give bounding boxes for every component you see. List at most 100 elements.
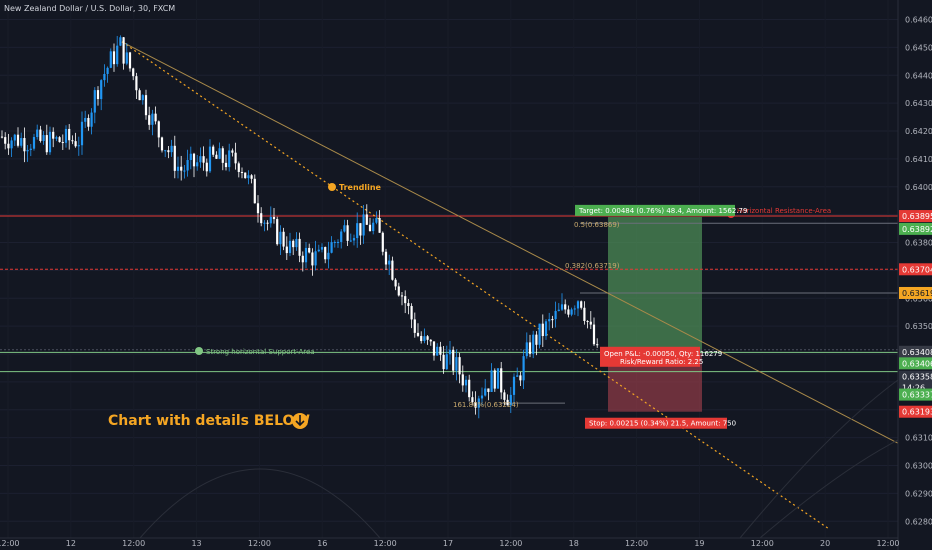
candle-body (525, 342, 528, 357)
candle-body (10, 140, 13, 149)
x-tick-label: 16 (317, 539, 327, 548)
candle-body (80, 121, 84, 146)
candle-body (148, 115, 151, 125)
annotations: Trendline Strong horizontal Support-Area H… (108, 183, 831, 429)
candle-body (0, 136, 4, 138)
candle-body (16, 134, 20, 146)
candle-body (487, 388, 490, 392)
candle-body (269, 216, 272, 224)
candle-body (215, 154, 218, 159)
price-badge: 0.63704 (899, 263, 932, 276)
candle-body (484, 388, 487, 396)
candle-body (404, 296, 407, 304)
candle-body (493, 370, 496, 389)
candle-body (548, 319, 551, 322)
price-badge: 0.63406 (899, 357, 932, 370)
candle-body (55, 137, 58, 139)
price-badge: 0.63337 (899, 388, 932, 401)
candle-body (247, 175, 250, 179)
candle-body (349, 240, 352, 242)
candle-body (135, 76, 138, 91)
candle-body (119, 37, 122, 46)
candle-body (365, 214, 368, 225)
price-badge-bg (899, 210, 932, 223)
support-label: Strong horizontal Support-Area (206, 348, 315, 356)
candle-body (397, 286, 400, 296)
price-badge: 0.63895 (899, 210, 932, 223)
candle-body (314, 251, 317, 266)
candle-body (250, 175, 253, 179)
candle-body (125, 52, 128, 64)
candle-body (570, 309, 573, 315)
candle-body (532, 334, 535, 354)
candle-body (480, 395, 484, 399)
price-badge-label: 0.63337 (902, 391, 932, 400)
candle-body (196, 162, 199, 167)
candle-body (516, 375, 519, 377)
candle-body (535, 334, 538, 345)
candle-body (420, 335, 423, 342)
support-marker (195, 347, 203, 355)
candle-body (583, 307, 586, 321)
candle-body (464, 379, 468, 386)
candle-body (48, 131, 52, 153)
candle-body (260, 213, 263, 224)
candle-body (58, 137, 61, 143)
candle-body (244, 172, 247, 179)
candle-body (509, 394, 512, 406)
price-badge-label: 0.63193 (902, 408, 932, 417)
candle-body (304, 247, 308, 263)
price-badge: 0.63619 (899, 286, 932, 299)
candle-body (192, 153, 196, 167)
candle-body (122, 37, 125, 64)
stop-label-box: Stop: 0.00215 (0.34%) 21.5, Amount: 750 (585, 417, 736, 429)
candle-body (23, 138, 26, 152)
chart-title: New Zealand Dollar / U.S. Dollar, 30, FX… (4, 4, 176, 13)
details-text: Chart with details BELOW (108, 413, 310, 429)
candle-body (154, 113, 157, 122)
candle-body (279, 231, 282, 245)
price-badge: 0.63892 (899, 222, 932, 235)
candle-body (522, 356, 525, 381)
trendline-marker (328, 183, 336, 191)
candle-body (151, 113, 154, 125)
candle-body (356, 223, 359, 239)
candle-body (292, 240, 295, 248)
fib-label: 0.5(0.63869) (574, 221, 620, 229)
candle-body (416, 332, 420, 336)
price-badge-bg (899, 222, 932, 235)
grid (0, 19, 898, 522)
candle-body (432, 341, 436, 356)
open-label-line2: Risk/Reward Ratio: 2.25 (620, 358, 703, 366)
candle-body (554, 310, 557, 320)
candle-body (68, 128, 71, 141)
price-badge-label: 14:26 (902, 384, 925, 393)
candle-body (39, 129, 42, 141)
x-tick-label: 12:00 (122, 539, 145, 548)
candle-body (96, 90, 100, 100)
candle-body (90, 112, 93, 127)
candle-body (183, 170, 186, 172)
candle-body (519, 375, 522, 381)
price-badge-bg (899, 263, 932, 276)
levels (0, 215, 898, 404)
candle-body (512, 376, 516, 395)
candle-body (288, 240, 292, 254)
candle-body (298, 238, 301, 256)
candle-body (157, 121, 160, 138)
target-label: Target: 0.00484 (0.76%) 48.4, Amount: 15… (578, 207, 747, 215)
candles (0, 35, 599, 419)
arc-line (759, 439, 899, 539)
candle-body (384, 251, 388, 265)
candle-body (103, 73, 106, 81)
candle-body (346, 225, 349, 241)
candle-body (93, 90, 96, 113)
candle-body (541, 323, 544, 337)
candle-body (208, 146, 212, 172)
stop-label-bg (585, 417, 727, 429)
